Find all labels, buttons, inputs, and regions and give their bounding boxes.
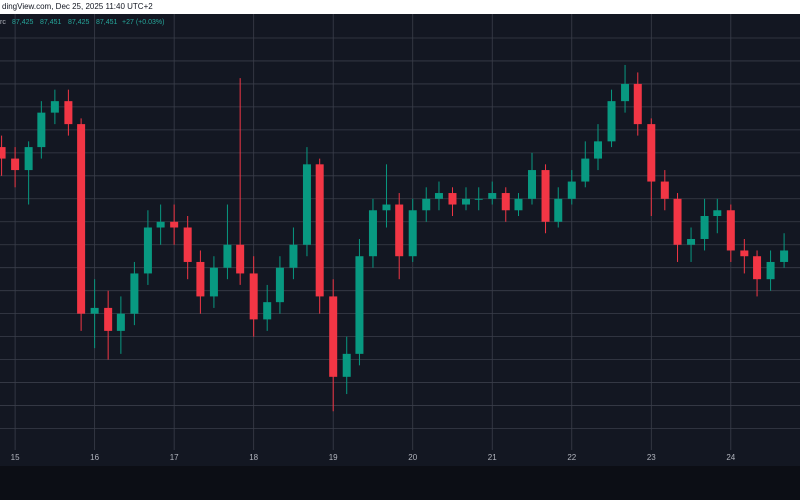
candle-body	[263, 302, 272, 320]
candle-body	[209, 267, 218, 297]
candle-body	[156, 221, 165, 228]
candle-body	[780, 250, 789, 262]
x-tick-label: 23	[647, 453, 656, 462]
candle-body	[315, 164, 324, 297]
candle-body	[170, 221, 179, 228]
header-bar	[0, 0, 800, 14]
candle-body	[740, 250, 749, 257]
candle-body	[501, 193, 510, 211]
candle-body	[382, 204, 391, 211]
candle-body	[77, 124, 86, 314]
candle-body	[594, 141, 603, 159]
candle-body	[567, 181, 576, 199]
x-tick-label: 20	[408, 453, 417, 462]
candle-body	[183, 227, 192, 262]
candle-body	[50, 101, 59, 113]
candle-body	[448, 193, 457, 205]
candle-body	[223, 244, 232, 268]
candles	[0, 64, 789, 412]
x-tick-label: 24	[726, 453, 735, 462]
candle-body	[24, 147, 33, 171]
candle-body	[488, 193, 497, 199]
candle-body	[289, 244, 298, 268]
legend: rc 87,425 87,451 87,425 87,451 +27 (+0.0…	[0, 19, 164, 26]
grid	[0, 14, 800, 450]
candle-body	[621, 83, 630, 102]
candle-body	[514, 198, 523, 211]
candle-body	[236, 244, 245, 274]
candle-body	[408, 210, 417, 257]
x-tick-label: 19	[329, 453, 338, 462]
symbol: rc	[0, 19, 6, 26]
legend-change: +27 (+0.03%)	[122, 19, 164, 26]
candle-body	[633, 83, 642, 125]
candle-body	[329, 296, 338, 377]
candle-body	[434, 193, 443, 199]
candle-body	[302, 164, 311, 245]
x-axis-strip	[0, 450, 800, 466]
candle-body	[130, 273, 139, 314]
candle-body	[607, 101, 616, 142]
candle-body	[541, 170, 550, 222]
x-tick-label: 16	[90, 453, 99, 462]
candle-body	[647, 124, 656, 182]
x-tick-label: 18	[249, 453, 258, 462]
legend-low: 87,425	[68, 19, 90, 26]
legend-open: 87,425	[12, 19, 34, 26]
candle-body	[673, 198, 682, 245]
candle-body	[474, 198, 483, 200]
candle-body	[395, 204, 404, 257]
candle-body	[554, 198, 563, 222]
candle-body	[143, 227, 152, 274]
x-tick-label: 21	[488, 453, 497, 462]
candle-body	[196, 261, 205, 297]
candle-body	[726, 210, 735, 251]
candle-body	[753, 256, 762, 280]
candle-body	[249, 273, 258, 320]
candle-body	[90, 307, 99, 314]
x-tick-label: 15	[11, 453, 20, 462]
candle-body	[581, 158, 590, 182]
x-tick-label: 17	[170, 453, 179, 462]
candle-body	[660, 181, 669, 199]
candle-body	[766, 261, 775, 280]
candle-body	[687, 238, 696, 245]
legend-close: 87,451	[96, 19, 118, 26]
candle-body	[342, 353, 351, 377]
candle-body	[700, 216, 709, 239]
source-text: dingView.com, Dec 25, 2025 11:40 UTC+2	[2, 2, 153, 11]
candle-body	[275, 267, 284, 303]
candle-body	[368, 210, 377, 257]
candle-body	[64, 101, 73, 125]
candle-body	[462, 198, 471, 205]
candle-body	[528, 170, 537, 199]
candle-body	[713, 210, 722, 217]
candle-body	[11, 158, 20, 171]
x-tick-label: 22	[567, 453, 576, 462]
candle-body	[104, 307, 113, 331]
candle-body	[0, 147, 6, 159]
candle-body	[422, 198, 431, 211]
candle-body	[37, 112, 46, 148]
candle-body	[116, 313, 125, 331]
candle-body	[355, 256, 364, 354]
footer	[0, 466, 800, 500]
legend-high: 87,451	[40, 19, 62, 26]
